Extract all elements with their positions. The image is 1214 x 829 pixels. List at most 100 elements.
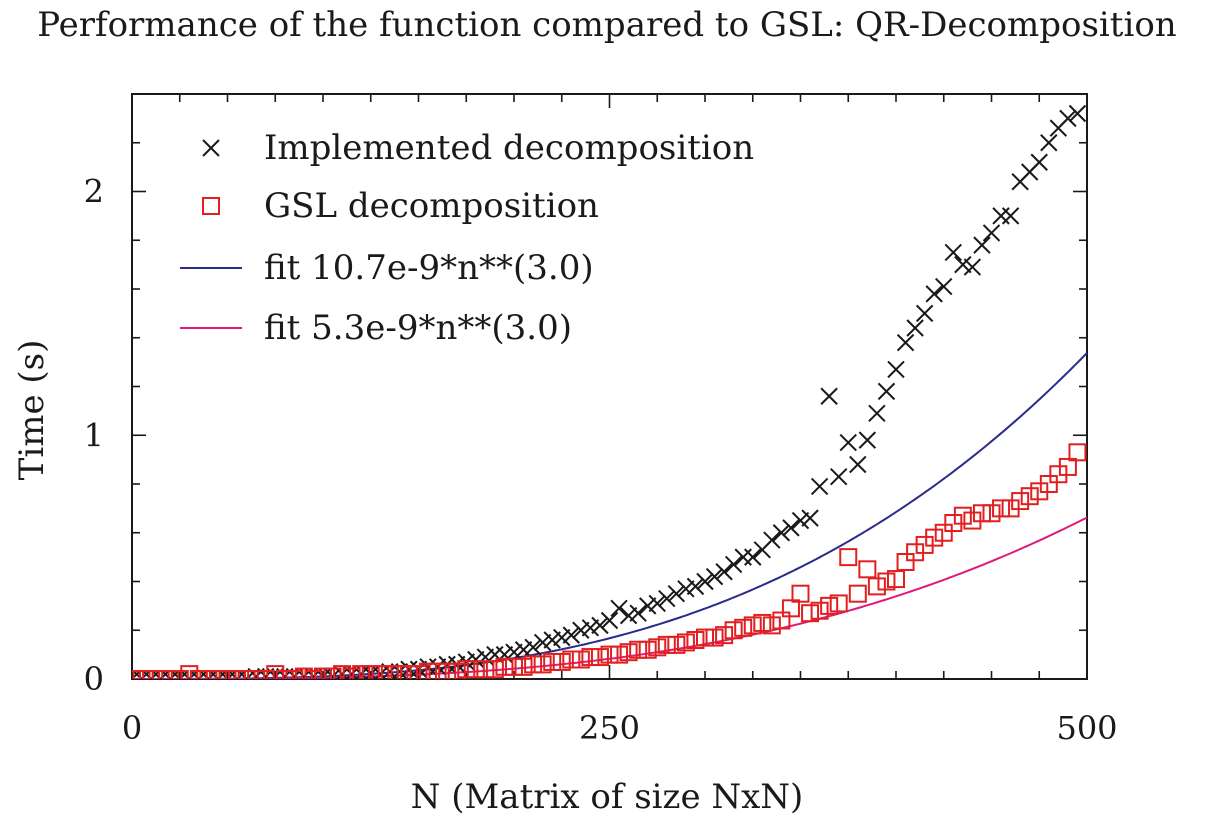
legend-label: Implemented decomposition [264,128,754,168]
cross-stroke [610,599,628,618]
cross-marker [724,555,743,574]
square-marker [256,670,275,679]
square-marker [686,631,705,649]
cross-stroke [839,433,857,452]
cross-marker [705,567,724,586]
legend-item: fit 5.3e-9*n**(3.0) [180,308,572,348]
cross-stroke [237,670,249,679]
square-marker [132,670,151,679]
axes: 0 250 500 0 1 2 [84,93,1118,747]
square-marker [428,662,447,679]
cross-marker [810,477,829,496]
square-marker [648,638,667,657]
square-marker [438,662,457,679]
cross-marker [877,382,896,401]
cross-stroke [171,670,182,679]
cross-stroke [849,455,867,474]
square-marker [543,652,562,671]
legend-item: fit 10.7e-9*n**(3.0) [180,248,594,288]
square-marker [533,655,552,674]
y-tick-label: 2 [84,173,104,211]
square-marker [409,665,428,679]
square-marker [218,670,237,679]
square-marker [590,648,609,667]
y-tick-label: 1 [84,416,104,454]
square-marker [361,665,380,679]
square-marker [275,670,294,679]
square-marker [743,616,762,635]
square-marker [142,670,161,679]
square-marker [228,670,247,679]
cross-marker [591,616,609,635]
square-marker [867,577,886,596]
square-marker [715,626,734,645]
cross-stroke [190,670,201,679]
square-marker [466,660,485,679]
cross-stroke [829,467,848,486]
square-marker [562,650,581,669]
square-marker [762,616,781,635]
square-marker [610,645,629,664]
cross-stroke [887,360,905,379]
square-marker [619,643,638,662]
cross-stroke [658,589,676,608]
square-marker [667,635,686,654]
cross-stroke [667,584,686,603]
square-marker [877,572,896,591]
square-marker [314,667,332,679]
cross-stroke [982,224,1001,242]
cross-stroke [906,319,924,337]
square-marker [820,596,839,615]
cross-marker [944,243,963,262]
cross-stroke [896,333,915,352]
cross-marker [1040,134,1058,152]
x-tick-label: 250 [579,709,640,747]
cross-marker [1059,109,1077,128]
square-marker [925,528,944,547]
cross-marker [849,455,867,474]
cross-marker [734,548,752,566]
square-marker [495,657,514,676]
fit-line [132,516,1087,679]
cross-stroke [1001,207,1020,225]
square-marker [581,648,600,667]
cross-stroke [868,404,886,423]
square-marker [247,670,266,679]
square-marker [208,670,227,679]
cross-marker [973,236,991,254]
square-marker [734,618,753,637]
cross-stroke [180,670,191,679]
cross-marker [658,589,676,608]
square-marker [352,665,371,679]
cross-marker [858,431,877,449]
cross-stroke [696,572,714,591]
cross-marker [915,304,934,323]
square-marker [810,601,829,620]
cross-marker [963,258,982,276]
cross-marker [562,626,581,644]
cross-stroke [963,258,982,276]
cross-marker [648,594,666,613]
square-marker [676,633,695,652]
cross-marker [925,285,943,303]
cross-stroke [218,670,229,679]
square-marker [199,670,218,679]
cross-stroke [199,670,210,679]
cross-marker [935,277,953,296]
square-marker [992,499,1011,518]
square-marker [848,584,867,603]
x-tick-label: 500 [1056,709,1117,747]
square-marker [1020,487,1039,506]
cross-stroke [1068,104,1087,123]
cross-stroke [763,531,781,549]
cross-stroke [820,387,838,405]
square-marker [887,570,905,589]
square-marker [696,628,714,647]
cross-marker [524,638,542,657]
square-marker [724,621,743,640]
legend-label: GSL decomposition [264,186,599,226]
cross-marker [696,572,714,591]
legend-label: fit 10.7e-9*n**(3.0) [264,248,594,288]
